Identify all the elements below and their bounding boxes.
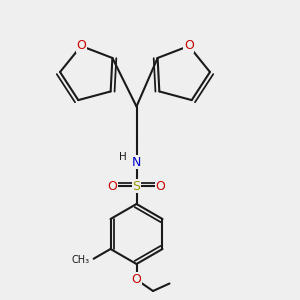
Text: H: H <box>119 152 127 162</box>
Text: O: O <box>132 273 141 286</box>
Text: S: S <box>133 179 140 193</box>
Text: O: O <box>184 40 194 52</box>
Text: O: O <box>76 40 86 52</box>
Text: O: O <box>108 179 117 193</box>
Text: N: N <box>132 155 141 169</box>
Text: O: O <box>156 179 165 193</box>
Text: CH₃: CH₃ <box>71 255 89 265</box>
